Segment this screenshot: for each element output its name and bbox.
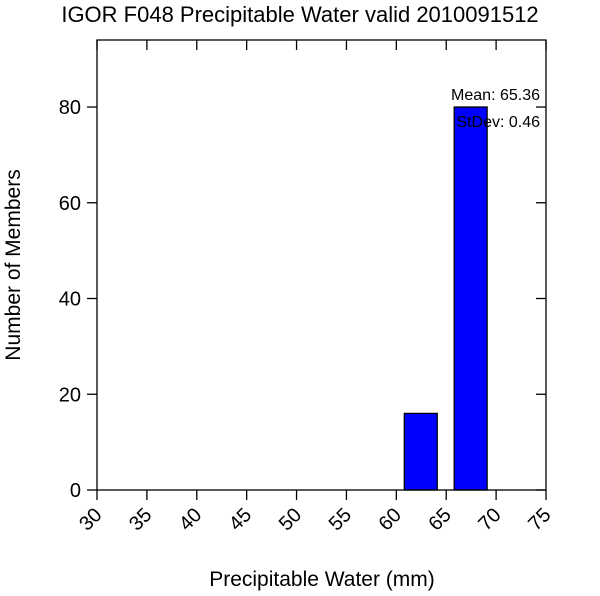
stdev-annotation: StDev: 0.46 [456, 114, 540, 131]
x-tick-label-60: 60 [375, 504, 406, 535]
axis-ticks [87, 40, 547, 500]
x-tick-label-70: 70 [474, 504, 505, 535]
y-tick-label-80: 80 [59, 97, 81, 119]
y-axis-label: Number of Members [2, 169, 25, 360]
y-tick-label-0: 0 [70, 480, 81, 502]
x-tick-label-45: 45 [225, 504, 256, 535]
x-tick-label-50: 50 [275, 504, 306, 535]
bar-0 [403, 412, 438, 491]
plot-frame [96, 39, 547, 491]
bars [403, 106, 488, 491]
x-tick-label-30: 30 [75, 504, 106, 535]
x-tick-label-40: 40 [175, 504, 206, 535]
chart-title: IGOR F048 Precipitable Water valid 20100… [61, 2, 538, 27]
y-tick-label-60: 60 [59, 193, 81, 215]
y-tick-label-20: 20 [59, 384, 81, 406]
mean-annotation: Mean: 65.36 [451, 87, 540, 104]
x-tick-label-65: 65 [424, 504, 455, 535]
bar-1 [453, 106, 488, 491]
x-tick-label-35: 35 [125, 504, 156, 535]
y-tick-label-40: 40 [59, 289, 81, 311]
x-axis-label: Precipitable Water (mm) [209, 568, 435, 591]
x-tick-label-55: 55 [325, 504, 356, 535]
x-tick-label-75: 75 [524, 504, 555, 535]
